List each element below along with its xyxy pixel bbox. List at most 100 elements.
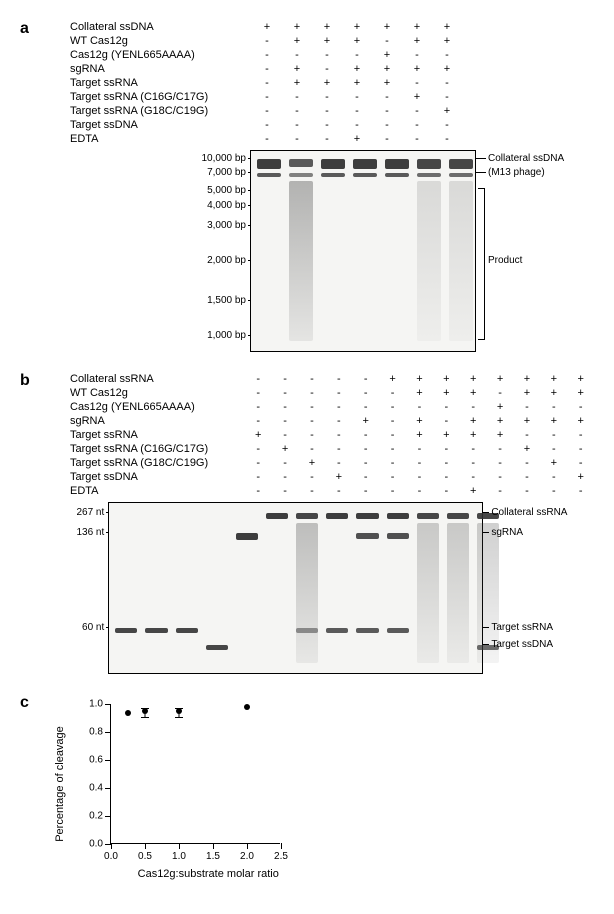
gel-band <box>385 173 409 177</box>
condition-value: + <box>540 386 567 400</box>
condition-value: - <box>540 442 567 456</box>
ladder-label: 1,500 bp <box>207 295 246 306</box>
condition-value: - <box>312 90 342 104</box>
gel-band <box>326 513 348 519</box>
gel-band <box>385 159 409 169</box>
condition-value: - <box>252 132 282 146</box>
gel-lane <box>143 503 169 673</box>
condition-value: - <box>325 400 352 414</box>
xtick-label: 1.5 <box>206 851 220 862</box>
condition-row: Cas12g (YENL665AAAA)---------+--- <box>70 400 594 414</box>
condition-value: - <box>433 456 460 470</box>
condition-value: + <box>513 442 540 456</box>
xtick-label: 1.0 <box>172 851 186 862</box>
panel-b-conditions: Collateral ssRNA-----++++++++WT Cas12g--… <box>70 372 594 498</box>
condition-value: - <box>513 400 540 414</box>
condition-value: - <box>402 132 432 146</box>
xtick-label: 0.0 <box>104 851 118 862</box>
condition-value: + <box>372 20 402 34</box>
gel-band <box>257 159 281 169</box>
chart-xlabel: Cas12g:substrate molar ratio <box>138 868 279 880</box>
condition-value: + <box>460 484 487 498</box>
condition-value: - <box>402 104 432 118</box>
condition-value: - <box>282 90 312 104</box>
condition-value: - <box>245 400 272 414</box>
condition-value: - <box>325 484 352 498</box>
condition-value: - <box>567 400 594 414</box>
ladder-label: 3,000 bp <box>207 220 246 231</box>
gel-band <box>115 628 137 633</box>
condition-value: + <box>298 456 325 470</box>
gel-band <box>356 533 378 539</box>
condition-value: - <box>352 372 379 386</box>
panel-b-gel-area: 267 nt136 nt60 nt Collateral ssRNAsgRNAT… <box>70 502 594 674</box>
condition-value: - <box>325 414 352 428</box>
condition-value: - <box>567 484 594 498</box>
condition-value: - <box>312 104 342 118</box>
condition-label: Cas12g (YENL665AAAA) <box>70 48 252 62</box>
condition-value: - <box>325 372 352 386</box>
condition-value: - <box>379 428 406 442</box>
condition-value: - <box>325 456 352 470</box>
gel-band <box>353 173 377 177</box>
gel-smear <box>296 523 318 663</box>
condition-row: EDTA---+--- <box>70 132 594 146</box>
ladder-label: 7,000 bp <box>207 167 246 178</box>
gel-band <box>266 513 288 519</box>
condition-value: + <box>487 400 514 414</box>
gel-right-label: Collateral ssRNA <box>491 507 567 518</box>
gel-band <box>353 159 377 169</box>
condition-value: - <box>567 442 594 456</box>
gel-band <box>296 513 318 519</box>
condition-value: - <box>352 428 379 442</box>
condition-label: Collateral ssDNA <box>70 20 252 34</box>
condition-value: - <box>272 386 299 400</box>
condition-value: - <box>312 132 342 146</box>
condition-value: + <box>513 386 540 400</box>
condition-value: - <box>272 414 299 428</box>
condition-value: - <box>487 484 514 498</box>
condition-value: + <box>312 34 342 48</box>
condition-value: - <box>252 48 282 62</box>
condition-value: - <box>433 484 460 498</box>
condition-value: - <box>245 442 272 456</box>
condition-value: - <box>379 484 406 498</box>
condition-value: + <box>433 386 460 400</box>
condition-label: WT Cas12g <box>70 34 252 48</box>
panel-a-right-labels: Collateral ssDNA(M13 phage)Product <box>476 150 592 350</box>
gel-band <box>257 173 281 177</box>
condition-value: - <box>245 470 272 484</box>
condition-value: + <box>372 48 402 62</box>
condition-value: - <box>460 456 487 470</box>
condition-value: + <box>272 442 299 456</box>
condition-value: - <box>298 414 325 428</box>
condition-value: + <box>432 20 462 34</box>
gel-band <box>417 159 441 169</box>
condition-value: - <box>487 456 514 470</box>
gel-smear <box>289 181 313 341</box>
gel-band <box>236 533 258 540</box>
condition-row: Target ssDNA---+--------+ <box>70 470 594 484</box>
condition-value: - <box>540 484 567 498</box>
condition-value: - <box>282 48 312 62</box>
condition-value: - <box>252 118 282 132</box>
gel-lane <box>354 503 380 673</box>
condition-label: Collateral ssRNA <box>70 372 245 386</box>
condition-value: - <box>432 118 462 132</box>
condition-value: + <box>402 90 432 104</box>
condition-value: - <box>372 132 402 146</box>
condition-value: + <box>312 20 342 34</box>
condition-label: sgRNA <box>70 62 252 76</box>
condition-label: Cas12g (YENL665AAAA) <box>70 400 245 414</box>
condition-label: Target ssDNA <box>70 118 252 132</box>
gel-lane <box>383 151 411 351</box>
condition-value: + <box>432 104 462 118</box>
condition-value: - <box>272 372 299 386</box>
condition-value: - <box>513 428 540 442</box>
panel-b-label: b <box>20 372 30 390</box>
gel-band <box>356 628 378 633</box>
condition-value: - <box>252 76 282 90</box>
condition-value: - <box>432 132 462 146</box>
condition-row: Target ssRNA-++++-- <box>70 76 594 90</box>
condition-value: - <box>252 34 282 48</box>
